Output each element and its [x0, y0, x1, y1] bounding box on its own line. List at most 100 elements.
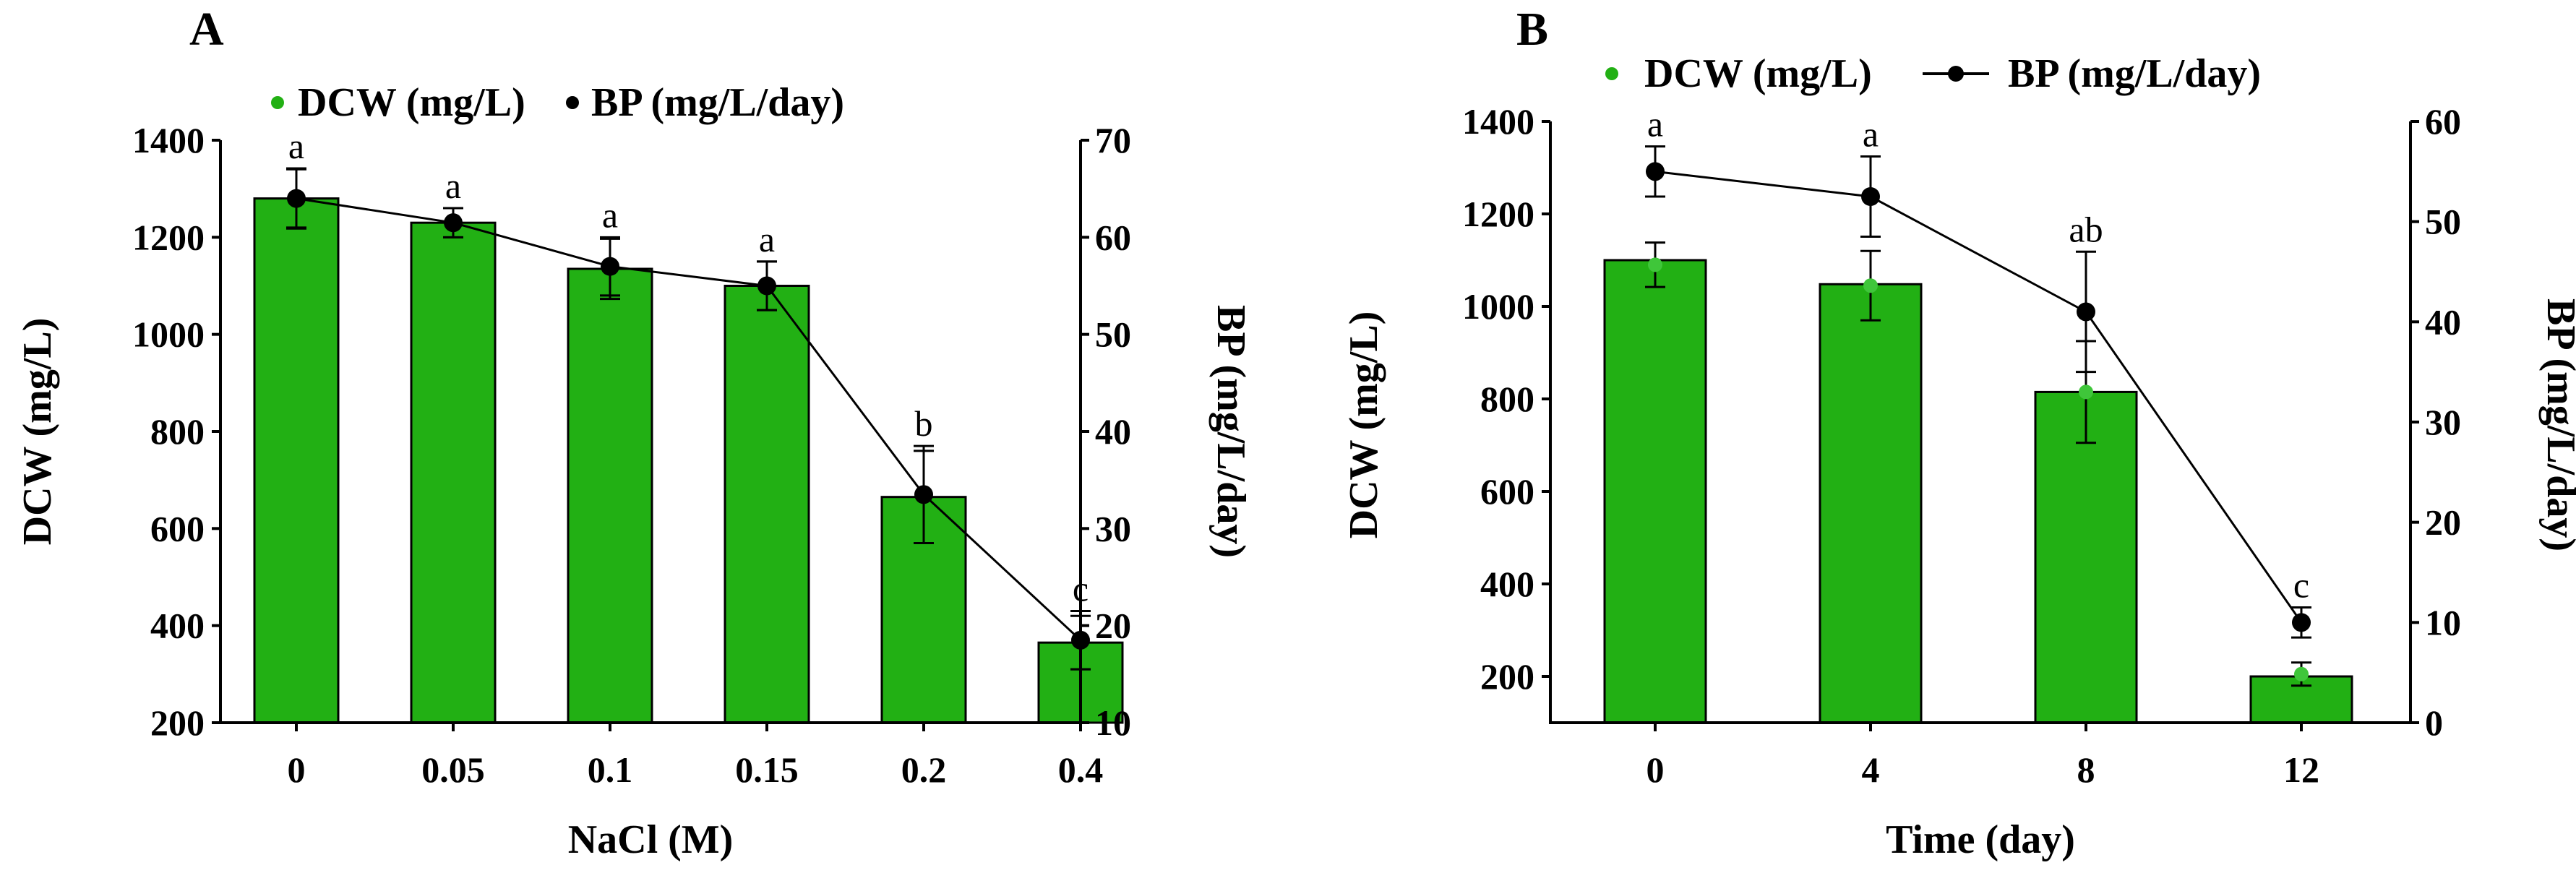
y-left-tick-label-a-4: 1000 [132, 314, 205, 355]
y-left-tick-label-b-1: 400 [1480, 564, 1534, 604]
y-left-tick-label-b-6: 1400 [1462, 101, 1534, 142]
x-tick-label-b-1: 4 [1862, 749, 1880, 790]
dcw-bar-a-1 [410, 221, 497, 724]
y-right-tick-label-a-2: 30 [1095, 508, 1131, 549]
bp-point-b-3 [2292, 613, 2311, 632]
x-tick-label-b-3: 12 [2283, 749, 2319, 790]
significance-label-b-1: a [1863, 114, 1879, 155]
bp-point-a-3 [757, 276, 776, 296]
y-left-tick-label-a-5: 1200 [132, 217, 205, 257]
y-right-tick-label-b-2: 20 [2425, 502, 2461, 543]
panel-letter-b: B [1516, 3, 1548, 56]
bp-series-line-b [1654, 170, 2303, 624]
legend-marker-bp-a [566, 96, 579, 109]
legend-marker-dcw-a [271, 96, 284, 109]
dcw-bar-b-2 [2034, 390, 2138, 724]
y-right-tick-label-a-5: 60 [1095, 217, 1131, 257]
y-right-tick-label-a-3: 40 [1095, 411, 1131, 452]
y-left-tick-label-a-2: 600 [150, 508, 205, 549]
x-tick-label-a-3: 0.15 [735, 749, 799, 790]
y-right-tick-label-b-3: 30 [2425, 402, 2461, 442]
legend-label-bp-a: BP (mg/L/day) [591, 80, 844, 125]
bp-point-b-2 [2077, 302, 2095, 322]
right-axis-ticks-b: 0 10 20 30 40 50 60 [2410, 101, 2461, 743]
y-right-tick-label-b-0: 0 [2425, 702, 2443, 743]
y-left-title-a: DCW (mg/L) [15, 318, 60, 546]
y-left-tick-label-b-3: 800 [1480, 379, 1534, 419]
x-axis-ticks-a: 0 0.05 0.1 0.15 0.2 0.4 [288, 723, 1104, 790]
dcw-bar-a-0 [253, 197, 340, 724]
y-right-tick-label-a-4: 50 [1095, 314, 1131, 355]
significance-label-b-2: ab [2069, 209, 2103, 249]
y-right-tick-label-b-4: 40 [2425, 301, 2461, 342]
significance-label-a-1: a [445, 165, 461, 206]
x-axis-ticks-b: 0 4 8 12 [1647, 723, 2319, 790]
dcw-bar-b-1 [1819, 283, 1923, 724]
y-left-tick-label-b-4: 1000 [1462, 286, 1534, 327]
panel-a: A DCW (mg/L) BP (mg/L/day) aaaabc 200400… [15, 3, 1253, 862]
bp-series-line-a [296, 197, 1082, 641]
legend-label-dcw-b: DCW (mg/L) [1644, 51, 1872, 96]
significance-label-b-0: a [1647, 104, 1663, 145]
y-right-tick-label-b-1: 10 [2425, 602, 2461, 642]
bars-b [1603, 241, 2353, 724]
bars-a [253, 167, 1124, 724]
y-left-tick-label-a-0: 200 [150, 702, 205, 743]
y-left-tick-label-b-0: 200 [1480, 656, 1534, 697]
y-left-tick-label-a-1: 400 [150, 606, 205, 646]
x-tick-label-b-0: 0 [1647, 749, 1665, 790]
bp-point-a-4 [914, 485, 933, 504]
x-title-b: Time (day) [1886, 817, 2075, 862]
legend-b: DCW (mg/L) BP (mg/L/day) [1605, 51, 2261, 96]
bp-line-b [1645, 145, 2311, 639]
significance-labels-a: aaaabc [288, 126, 1089, 609]
bp-point-a-0 [287, 189, 306, 208]
left-axis-ticks-a: 200 400 600 800 1000 1200 1400 [132, 120, 220, 743]
significance-label-a-2: a [602, 194, 618, 235]
significance-label-a-4: b [915, 403, 933, 444]
legend-label-bp-b: BP (mg/L/day) [2008, 51, 2261, 96]
significance-label-a-3: a [759, 219, 775, 259]
y-right-tick-label-a-6: 70 [1095, 120, 1131, 160]
x-tick-label-a-1: 0.05 [421, 749, 485, 790]
y-left-title-b: DCW (mg/L) [1341, 311, 1386, 539]
legend-marker-dcw-b [1605, 67, 1618, 80]
x-tick-label-a-0: 0 [288, 749, 306, 790]
dcw-point-b-3 [2294, 666, 2309, 681]
significance-label-a-0: a [288, 126, 304, 166]
y-right-tick-label-a-1: 20 [1095, 606, 1131, 646]
dcw-point-b-1 [1863, 278, 1878, 293]
bp-point-a-2 [601, 257, 619, 276]
y-left-tick-label-b-5: 1200 [1462, 194, 1534, 234]
dcw-bar-a-3 [724, 285, 810, 724]
legend-marker-bp-b [1948, 66, 1964, 82]
bp-line-a [286, 168, 1091, 671]
y-right-tick-label-b-5: 50 [2425, 202, 2461, 242]
right-axis-ticks-a: 10 20 30 40 50 60 70 [1081, 120, 1131, 743]
panel-letter-a: A [189, 3, 224, 56]
dcw-bar-a-2 [567, 267, 653, 724]
y-right-tick-label-b-6: 60 [2425, 101, 2461, 142]
x-tick-label-a-5: 0.4 [1058, 749, 1104, 790]
dcw-point-b-2 [2079, 384, 2093, 400]
bp-point-a-1 [444, 213, 463, 233]
y-left-tick-label-a-3: 800 [150, 411, 205, 452]
significance-labels-b: a a ab c [1647, 104, 2309, 606]
dcw-point-b-0 [1648, 257, 1662, 272]
y-left-tick-label-a-6: 1400 [132, 120, 205, 160]
left-axis-ticks-b: 200 400 600 800 1000 1200 1400 [1462, 101, 1550, 697]
bp-point-b-1 [1861, 187, 1880, 206]
legend-label-dcw-a: DCW (mg/L) [298, 80, 525, 125]
significance-label-b-3: c [2293, 565, 2309, 606]
bp-point-b-0 [1646, 162, 1665, 181]
x-tick-label-a-2: 0.1 [588, 749, 633, 790]
x-tick-label-a-4: 0.2 [901, 749, 947, 790]
x-title-a: NaCl (M) [568, 817, 734, 862]
y-right-title-a: BP (mg/L/day) [1208, 305, 1253, 558]
legend-a: DCW (mg/L) BP (mg/L/day) [271, 80, 844, 125]
y-right-tick-label-a-0: 10 [1095, 702, 1131, 743]
y-left-tick-label-b-2: 600 [1480, 471, 1534, 512]
dcw-bar-b-0 [1603, 259, 1707, 724]
